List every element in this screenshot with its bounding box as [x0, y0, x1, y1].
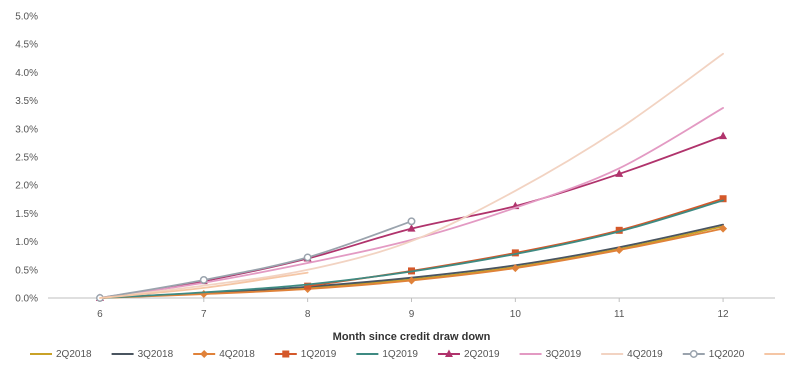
x-tick-label: 10	[510, 309, 522, 320]
y-tick-label: 3.5%	[15, 96, 38, 107]
y-tick-label: 4.5%	[15, 40, 38, 51]
data-point	[304, 282, 312, 290]
legend-label: 1Q2020	[709, 349, 745, 360]
data-point	[615, 246, 624, 255]
y-tick-label: 0.0%	[15, 294, 38, 305]
x-axis-ticks: 6 7 8 9 10 11 12	[97, 298, 729, 320]
y-tick-label: 2.5%	[15, 153, 38, 164]
data-point	[511, 264, 520, 273]
legend-marker	[444, 349, 453, 357]
legend-label: 1Q2019	[301, 349, 337, 360]
x-tick-label: 11	[614, 309, 625, 320]
legend-item: 1Q2020	[682, 349, 745, 360]
data-point	[615, 226, 623, 234]
y-tick-label: 4.0%	[15, 68, 38, 79]
y-tick-label: 0.5%	[15, 265, 38, 276]
y-axis-ticks: 0.0% 0.5% 1.0% 1.5% 2.0% 2.5% 3.0% 3.5% 4.0% 4.5%…	[15, 12, 38, 305]
y-tick-label: 5.0%	[15, 12, 38, 23]
legend-label: 3Q2018	[138, 349, 174, 360]
legend-item: 4Q2018	[193, 349, 255, 360]
data-point	[199, 290, 208, 299]
legend-label: 3Q2019	[546, 349, 582, 360]
legend: 2Q2018 3Q2018 4Q2018 1Q2019 1Q2019 2Q2019 3Q20…	[30, 349, 785, 360]
legend-item: 2Q2020	[764, 353, 785, 355]
x-tick-label: 7	[201, 309, 207, 320]
legend-item: 3Q2019	[519, 349, 582, 360]
y-tick-label: 3.0%	[15, 124, 38, 135]
x-tick-label: 12	[718, 309, 730, 320]
data-point	[719, 195, 727, 203]
legend-marker	[689, 350, 698, 358]
series-layer	[95, 52, 728, 302]
y-tick-label: 2.0%	[15, 181, 38, 192]
x-tick-label: 9	[409, 309, 415, 320]
y-tick-label: 1.0%	[15, 237, 38, 248]
legend-label: 4Q2018	[219, 349, 255, 360]
y-tick-label: 1.5%	[15, 209, 38, 220]
legend-item: 1Q2019	[356, 349, 418, 360]
x-tick-label: 6	[97, 309, 103, 320]
legend-item: 3Q2018	[111, 349, 174, 360]
legend-label: 2Q2018	[56, 349, 92, 360]
x-axis-title: Month since credit draw down	[333, 331, 491, 343]
series-line	[99, 271, 309, 299]
legend-item: 2Q2019	[437, 349, 500, 360]
legend-label: 1Q2019	[382, 349, 418, 360]
data-point	[407, 224, 416, 232]
data-point	[303, 253, 312, 262]
series-line	[99, 220, 413, 299]
data-point	[719, 224, 728, 233]
series-line	[99, 52, 724, 299]
data-point	[407, 217, 416, 226]
legend-marker	[282, 350, 290, 358]
data-point	[511, 249, 519, 257]
legend-item: 1Q2019	[274, 349, 337, 360]
legend-item: 4Q2019	[601, 349, 663, 360]
series-line	[99, 199, 724, 299]
legend-label: 4Q2019	[627, 349, 663, 360]
data-point	[615, 169, 624, 177]
legend-label: 2Q2019	[464, 349, 500, 360]
data-point	[407, 276, 416, 285]
legend-marker	[200, 350, 209, 358]
data-point	[199, 276, 208, 284]
x-tick-label: 8	[305, 309, 311, 320]
data-point	[719, 131, 728, 140]
legend-item: 2Q2018	[30, 349, 92, 360]
